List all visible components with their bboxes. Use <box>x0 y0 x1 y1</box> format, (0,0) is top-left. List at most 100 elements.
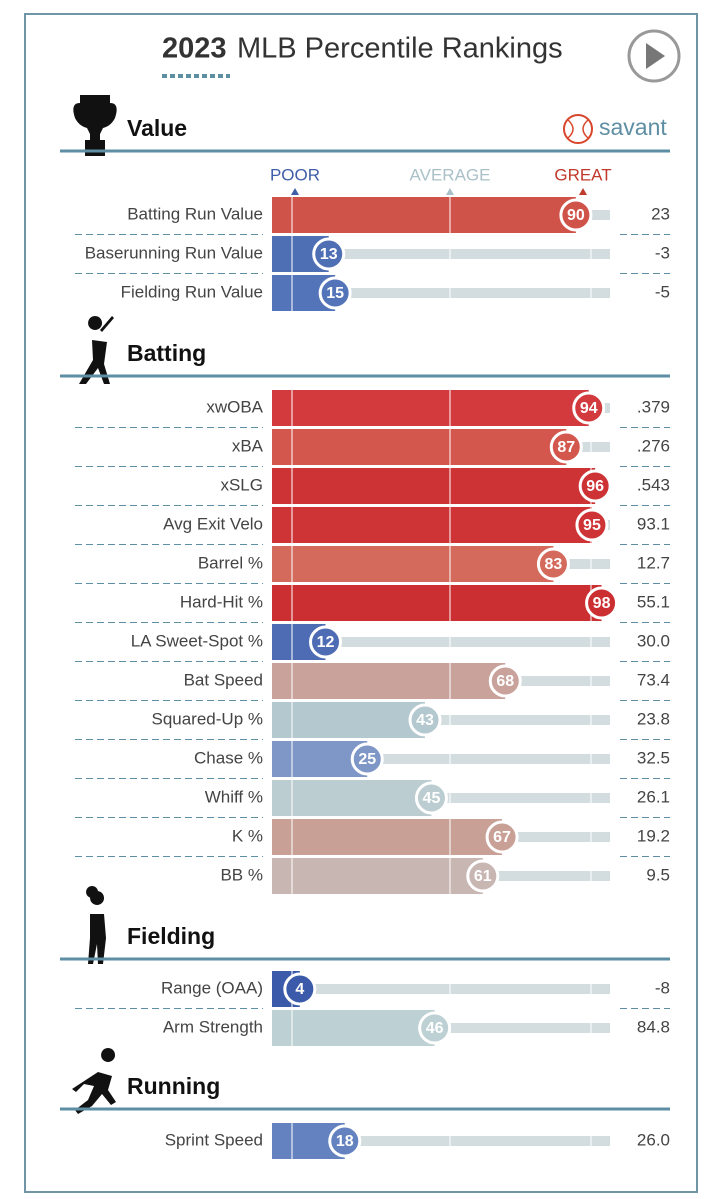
bar <box>272 858 483 894</box>
title-year: 2023 <box>162 33 227 65</box>
savant-logo: savant <box>563 114 667 144</box>
track <box>575 210 610 220</box>
bar <box>272 702 426 738</box>
stat-value: 26.0 <box>637 1130 670 1149</box>
scale-label: GREAT <box>554 165 611 184</box>
percentile-label: 98 <box>593 595 611 612</box>
percentile-dot <box>418 1011 452 1045</box>
metric-label: Bat Speed <box>184 670 263 689</box>
stat-value: -5 <box>655 282 670 301</box>
stat-value: 55.1 <box>637 592 670 611</box>
metric-label: Barrel % <box>198 553 263 572</box>
percentile-label: 46 <box>426 1020 444 1037</box>
percentile-label: 45 <box>423 790 441 807</box>
scale-arrow <box>446 188 454 195</box>
percentile-label: 4 <box>295 981 304 998</box>
percentile-dot <box>549 430 583 464</box>
metric-label: Sprint Speed <box>165 1130 263 1149</box>
bar <box>272 663 506 699</box>
percentile-dot <box>408 703 442 737</box>
percentile-label: 18 <box>336 1133 354 1150</box>
percentile-dot <box>559 198 593 232</box>
percentile-label: 15 <box>326 285 344 302</box>
track <box>505 676 610 686</box>
track <box>431 793 610 803</box>
stat-value: .379 <box>637 397 670 416</box>
stat-value: 19.2 <box>637 826 670 845</box>
metric-label: Range (OAA) <box>161 978 263 997</box>
metric-label: BB % <box>220 865 263 884</box>
metric-label: Chase % <box>194 748 263 767</box>
metric-label: Avg Exit Velo <box>163 514 263 533</box>
stat-value: 30.0 <box>637 631 670 650</box>
track <box>367 754 610 764</box>
percentile-dot <box>309 625 343 659</box>
percentile-dot <box>485 820 519 854</box>
section-title: Batting <box>127 340 206 366</box>
bar <box>272 197 576 233</box>
bar <box>272 1010 435 1046</box>
ball-seams <box>567 119 589 139</box>
metric-label: Arm Strength <box>163 1017 263 1036</box>
stat-value: 32.5 <box>637 748 670 767</box>
stat-value: 23 <box>651 204 670 223</box>
icons <box>72 95 117 1114</box>
scale-label: AVERAGE <box>410 165 491 184</box>
percentile-dot <box>575 508 609 542</box>
fielder-icon <box>86 886 106 964</box>
percentile-label: 94 <box>580 400 598 417</box>
play-button[interactable] <box>627 29 681 83</box>
percentile-dot <box>488 664 522 698</box>
section-title: Fielding <box>127 923 215 949</box>
percentile-label: 13 <box>320 246 338 263</box>
percentile-label: 67 <box>493 829 511 846</box>
percentile-dot <box>585 586 619 620</box>
runner-icon <box>72 1048 116 1114</box>
track <box>566 442 610 452</box>
track <box>434 1023 610 1033</box>
percentile-dot <box>312 237 346 271</box>
percentile-label: 87 <box>557 439 575 456</box>
percentile-label: 83 <box>545 556 563 573</box>
stat-value: 84.8 <box>637 1017 670 1036</box>
track <box>328 249 610 259</box>
percentile-dot <box>536 547 570 581</box>
track <box>344 1136 610 1146</box>
play-icon[interactable] <box>646 43 665 69</box>
metric-label: LA Sweet-Spot % <box>131 631 263 650</box>
track <box>425 715 610 725</box>
stat-value: -3 <box>655 243 670 262</box>
percentile-dot <box>572 391 606 425</box>
bar <box>272 390 589 426</box>
percentile-dot <box>350 742 384 776</box>
metric-label: Squared-Up % <box>151 709 263 728</box>
track <box>482 871 610 881</box>
track <box>553 559 610 569</box>
percentile-label: 95 <box>583 517 601 534</box>
chart-title: MLB Percentile Rankings <box>237 33 563 65</box>
metric-label: Whiff % <box>205 787 263 806</box>
scale-arrow <box>291 188 299 195</box>
bar <box>272 585 602 621</box>
stat-value: 23.8 <box>637 709 670 728</box>
percentile-label: 68 <box>496 673 514 690</box>
percentile-dot <box>466 859 500 893</box>
percentile-label: 61 <box>474 868 492 885</box>
percentile-label: 12 <box>317 634 335 651</box>
percentile-dot <box>328 1124 362 1158</box>
bar <box>272 468 596 504</box>
bar <box>272 819 503 855</box>
percentile-label: 96 <box>586 478 604 495</box>
trophy-icon <box>73 95 117 156</box>
metric-label: xBA <box>232 436 264 455</box>
metric-label: Batting Run Value <box>127 204 263 223</box>
metric-label: Fielding Run Value <box>121 282 263 301</box>
percentile-dot <box>318 276 352 310</box>
track <box>299 984 610 994</box>
stat-value: 9.5 <box>646 865 670 884</box>
percentile-label: 90 <box>567 207 585 224</box>
metric-label: Baserunning Run Value <box>85 243 263 262</box>
bar <box>272 780 432 816</box>
scale-label: POOR <box>270 165 320 184</box>
